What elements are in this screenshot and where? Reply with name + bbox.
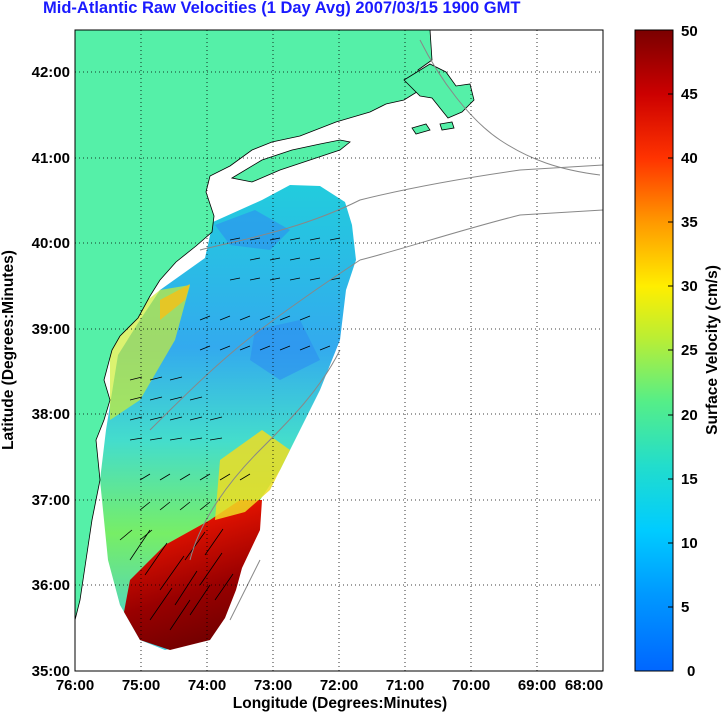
y-axis-label: Latitude (Degrees:Minutes) <box>0 250 17 450</box>
x-tick: 68:00 <box>565 677 603 694</box>
plot-frame <box>74 29 604 672</box>
colorbar-tick: 20 <box>681 407 698 424</box>
velocity-vectors <box>119 237 341 631</box>
y-tick: 39:00 <box>32 321 70 338</box>
y-tick: 36:00 <box>32 577 70 594</box>
islands-land <box>411 121 455 135</box>
x-tick: 69:00 <box>518 677 556 694</box>
colorbar-tick-labels: 50 45 40 35 30 25 20 15 10 5 0 <box>681 23 698 680</box>
y-tick: 37:00 <box>32 492 70 509</box>
mainland-land <box>75 30 433 621</box>
y-tick: 35:00 <box>32 663 70 680</box>
colorbar-ticks <box>668 93 673 608</box>
colorbar-tick: 5 <box>681 599 689 616</box>
velocity-field-south <box>124 500 262 650</box>
x-tick: 71:00 <box>386 677 424 694</box>
x-tick: 74:00 <box>188 677 226 694</box>
x-tick-labels: 76:00 75:00 74:00 73:00 72:00 71:00 70:0… <box>56 677 603 694</box>
chart-title-text: Mid-Atlantic Raw Velocities (1 Day Avg) … <box>43 0 521 17</box>
x-tick: 76:00 <box>56 677 94 694</box>
colorbar-tick: 40 <box>681 150 698 167</box>
x-tick: 70:00 <box>452 677 490 694</box>
colorbar-tick: 30 <box>681 278 698 295</box>
y-tick: 38:00 <box>32 406 70 423</box>
colorbar-tick: 50 <box>681 23 698 40</box>
y-tick: 41:00 <box>32 150 70 167</box>
velocity-field-edge <box>160 284 190 320</box>
colorbar-tick: 25 <box>681 342 698 359</box>
map-grid <box>75 30 603 671</box>
long-island-land <box>230 139 351 183</box>
colorbar-tick: 35 <box>681 214 698 231</box>
colorbar-tick: 0 <box>687 663 695 680</box>
colorbar-tick: 45 <box>681 86 698 103</box>
x-tick: 75:00 <box>122 677 160 694</box>
x-axis-label: Longitude (Degrees:Minutes) <box>233 695 447 712</box>
chart-title: Mid-Atlantic Raw Velocities (1 Day Avg) … <box>0 0 724 22</box>
y-tick: 40:00 <box>32 235 70 252</box>
colorbar-tick: 10 <box>681 535 698 552</box>
colorbar-tick: 15 <box>681 471 698 488</box>
cape-cod-land <box>403 63 475 119</box>
velocity-field-warm <box>215 430 290 520</box>
y-tick-labels: 42:00 41:00 40:00 39:00 38:00 37:00 36:0… <box>32 64 70 680</box>
y-tick: 42:00 <box>32 64 70 81</box>
bathymetry-contours <box>149 39 603 621</box>
x-tick: 72:00 <box>320 677 358 694</box>
velocity-field-low <box>215 210 320 380</box>
colorbar <box>634 29 674 672</box>
x-tick: 73:00 <box>254 677 292 694</box>
colorbar-label: Surface Velocity (cm/s) <box>704 265 721 435</box>
